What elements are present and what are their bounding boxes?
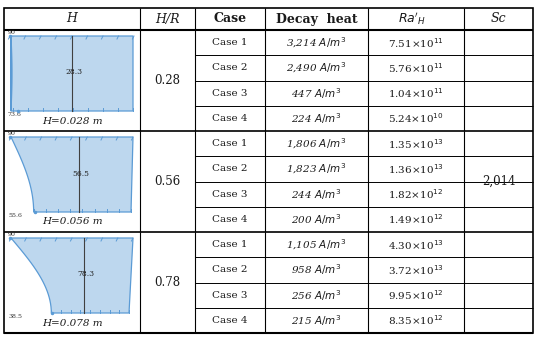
Text: 90: 90 [8, 232, 16, 237]
Text: 5.76×10$^{11}$: 5.76×10$^{11}$ [388, 61, 444, 75]
Text: 447 $A/m^3$: 447 $A/m^3$ [291, 86, 342, 100]
Text: 3.72×10$^{13}$: 3.72×10$^{13}$ [388, 263, 444, 277]
Text: 73.6: 73.6 [8, 112, 22, 117]
Text: 215 $A/m^3$: 215 $A/m^3$ [291, 313, 342, 328]
Text: Case 4: Case 4 [213, 215, 248, 224]
Text: 1.35×10$^{13}$: 1.35×10$^{13}$ [388, 137, 444, 150]
Text: 3,214 $A/m^3$: 3,214 $A/m^3$ [286, 35, 346, 50]
Text: 1.04×10$^{11}$: 1.04×10$^{11}$ [388, 86, 444, 100]
Text: Case 1: Case 1 [213, 139, 248, 148]
Text: 0.56: 0.56 [154, 175, 181, 188]
Text: 256 $A/m^3$: 256 $A/m^3$ [291, 288, 342, 303]
Text: 1,823 $A/m^3$: 1,823 $A/m^3$ [286, 162, 346, 176]
Text: Sc: Sc [491, 13, 506, 25]
Text: 1.82×10$^{12}$: 1.82×10$^{12}$ [388, 187, 444, 201]
Text: Case 2: Case 2 [213, 64, 248, 72]
Text: 55.6: 55.6 [8, 213, 22, 218]
Text: H=0.028 m: H=0.028 m [41, 117, 102, 125]
Text: Case 2: Case 2 [213, 265, 248, 274]
Text: 1.49×10$^{12}$: 1.49×10$^{12}$ [388, 213, 444, 226]
Polygon shape [11, 137, 133, 212]
Text: Case 3: Case 3 [213, 89, 248, 98]
Text: 9.95×10$^{12}$: 9.95×10$^{12}$ [388, 288, 444, 302]
Text: Case 4: Case 4 [213, 316, 248, 325]
Text: Case: Case [214, 13, 246, 25]
Text: 1.36×10$^{13}$: 1.36×10$^{13}$ [388, 162, 444, 176]
Text: 224 $A/m^3$: 224 $A/m^3$ [291, 111, 342, 126]
Text: 56.5: 56.5 [73, 169, 90, 177]
Text: 1,105 $A/m^3$: 1,105 $A/m^3$ [286, 237, 346, 252]
Polygon shape [11, 238, 133, 313]
Text: H=0.056 m: H=0.056 m [41, 217, 102, 226]
Text: Case 3: Case 3 [213, 190, 248, 199]
Text: 5.24×10$^{10}$: 5.24×10$^{10}$ [388, 112, 444, 125]
Text: 38.5: 38.5 [8, 314, 22, 319]
Text: 2,014: 2,014 [482, 175, 515, 188]
Text: 7.51×10$^{11}$: 7.51×10$^{11}$ [388, 36, 444, 50]
Text: $Ra'_H$: $Ra'_H$ [398, 11, 426, 27]
Text: Decay  heat: Decay heat [275, 13, 357, 25]
Text: 200 $A/m^3$: 200 $A/m^3$ [291, 212, 342, 227]
Text: 28.3: 28.3 [66, 69, 82, 76]
Text: H: H [67, 13, 77, 25]
Text: H=0.078 m: H=0.078 m [41, 318, 102, 328]
Text: 90: 90 [8, 131, 16, 136]
Text: 78.3: 78.3 [77, 270, 95, 279]
Text: Case 3: Case 3 [213, 291, 248, 299]
Text: 2,490 $A/m^3$: 2,490 $A/m^3$ [286, 61, 346, 75]
Text: Case 2: Case 2 [213, 164, 248, 173]
Text: 90: 90 [8, 30, 16, 35]
Polygon shape [11, 36, 133, 111]
Text: 0.28: 0.28 [154, 74, 181, 87]
Text: 8.35×10$^{12}$: 8.35×10$^{12}$ [388, 313, 444, 327]
Text: 1,806 $A/m^3$: 1,806 $A/m^3$ [286, 137, 346, 151]
Text: Case 4: Case 4 [213, 114, 248, 123]
Text: 0.78: 0.78 [154, 276, 181, 289]
Text: 244 $A/m^3$: 244 $A/m^3$ [291, 187, 342, 201]
Text: Case 1: Case 1 [213, 240, 248, 249]
Text: 958 $A/m^3$: 958 $A/m^3$ [291, 263, 342, 277]
Text: 4.30×10$^{13}$: 4.30×10$^{13}$ [388, 238, 444, 251]
Text: H/R: H/R [155, 13, 180, 25]
Text: Case 1: Case 1 [213, 38, 248, 47]
